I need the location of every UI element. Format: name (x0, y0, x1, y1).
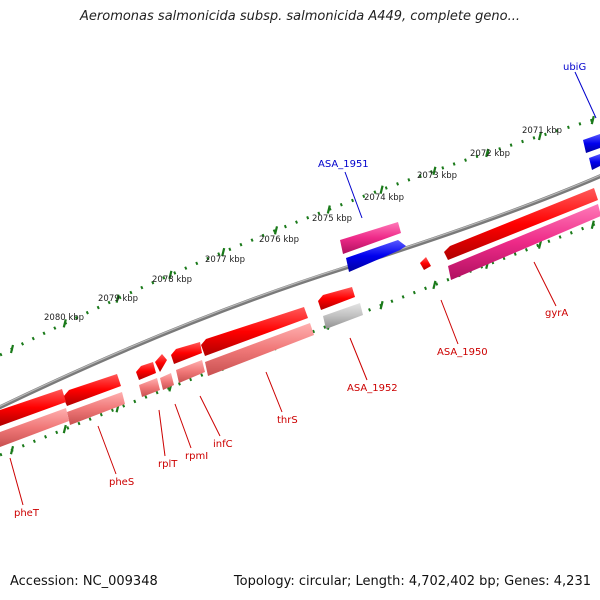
gene-arrow[interactable] (340, 222, 401, 254)
gene-arrow[interactable] (444, 188, 598, 260)
gene-pheT[interactable] (0, 389, 69, 447)
genome-backbone-highlight (0, 174, 600, 407)
tick-label: 2074 kbp (364, 193, 404, 203)
map-title: Aeromonas salmonicida subsp. salmonicida… (80, 9, 520, 24)
tick-label: 2071 kbp (522, 126, 562, 136)
gene-ASA_1951[interactable] (340, 222, 406, 272)
scale-tick-labels: 2071 kbp 2072 kbp 2073 kbp 2074 kbp 2075… (44, 126, 562, 323)
gene-arrow[interactable] (171, 342, 202, 364)
major-tick (537, 240, 543, 249)
gene-pheS[interactable] (63, 374, 125, 425)
genome-summary: Topology: circular; Length: 4,702,402 bp… (233, 574, 591, 589)
gene-arrow[interactable] (155, 354, 167, 372)
scale-ticks (9, 115, 595, 455)
major-tick (221, 247, 226, 257)
tick-label: 2072 kbp (470, 149, 510, 159)
gene-arrow[interactable] (318, 287, 355, 310)
gene-arrow[interactable] (589, 154, 600, 170)
major-tick (326, 205, 331, 214)
tick-label: 2077 kbp (205, 255, 245, 265)
gene-rplT[interactable] (136, 362, 160, 397)
major-tick (62, 319, 67, 328)
inner-scale-track (0, 220, 600, 457)
gene-label-gyrA[interactable]: gyrA (545, 308, 568, 319)
gene-ASA_1950[interactable] (420, 257, 431, 270)
major-tick (379, 185, 384, 194)
gene-ASA_1952[interactable] (318, 287, 363, 329)
gene-arrow[interactable] (176, 360, 205, 383)
gene-labels: ubiG ASA_1951 gyrA ASA_1950 ASA_1952 thr… (14, 62, 586, 519)
major-tick (537, 131, 543, 141)
major-tick (590, 115, 595, 125)
gene-arrow[interactable] (583, 134, 600, 153)
major-tick (273, 226, 279, 235)
gene-arrow[interactable] (136, 362, 156, 380)
genome-backbone (0, 174, 600, 410)
gene-thrS[interactable] (201, 307, 314, 376)
major-tick (9, 344, 15, 354)
tick-label: 2076 kbp (259, 235, 299, 245)
gene-arrow[interactable] (67, 392, 125, 425)
gene-arrow[interactable] (0, 389, 66, 426)
label-connectors (9, 71, 597, 506)
tick-label: 2073 kbp (417, 171, 457, 181)
gene-arrow[interactable] (420, 257, 431, 270)
gene-label-ASA_1951[interactable]: ASA_1951 (318, 159, 369, 170)
gene-gyrA[interactable] (444, 188, 600, 280)
major-tick (62, 424, 67, 434)
gene-label-pheT[interactable]: pheT (14, 508, 40, 519)
gene-arrow[interactable] (160, 373, 174, 390)
gene-arrow[interactable] (346, 240, 406, 272)
gene-arrow[interactable] (205, 323, 314, 376)
major-tick (432, 280, 437, 290)
gene-label-ASA_1952[interactable]: ASA_1952 (347, 383, 398, 394)
gene-label-rpmI[interactable]: rpmI (185, 451, 208, 462)
gene-label-rplT[interactable]: rplT (158, 459, 178, 470)
gene-rpmI[interactable] (155, 354, 174, 390)
gene-ubiG[interactable] (583, 134, 600, 170)
major-tick (379, 300, 384, 310)
gene-infC[interactable] (171, 342, 205, 383)
gene-arrow[interactable] (63, 374, 121, 406)
tick-label: 2075 kbp (312, 214, 352, 224)
major-tick (485, 148, 490, 158)
gene-label-ubiG[interactable]: ubiG (563, 62, 586, 73)
major-tick (115, 294, 120, 303)
gene-label-pheS[interactable]: pheS (109, 477, 134, 488)
tick-label: 2079 kbp (98, 294, 138, 304)
gene-arrow[interactable] (323, 303, 363, 329)
major-tick (168, 270, 173, 280)
gene-arrow[interactable] (201, 307, 308, 356)
tick-label: 2080 kbp (44, 313, 84, 323)
gene-label-ASA_1950[interactable]: ASA_1950 (437, 347, 488, 358)
gene-label-infC[interactable]: infC (213, 439, 233, 450)
gene-arrow[interactable] (448, 204, 600, 280)
gene-arrow[interactable] (0, 408, 69, 447)
tick-label: 2078 kbp (152, 275, 192, 285)
major-tick (590, 220, 595, 229)
accession-label: Accession: NC_009348 (10, 574, 158, 589)
gene-arrow[interactable] (139, 378, 160, 397)
gene-label-thrS[interactable]: thrS (277, 415, 298, 426)
major-tick (9, 445, 15, 455)
major-tick (432, 166, 437, 176)
